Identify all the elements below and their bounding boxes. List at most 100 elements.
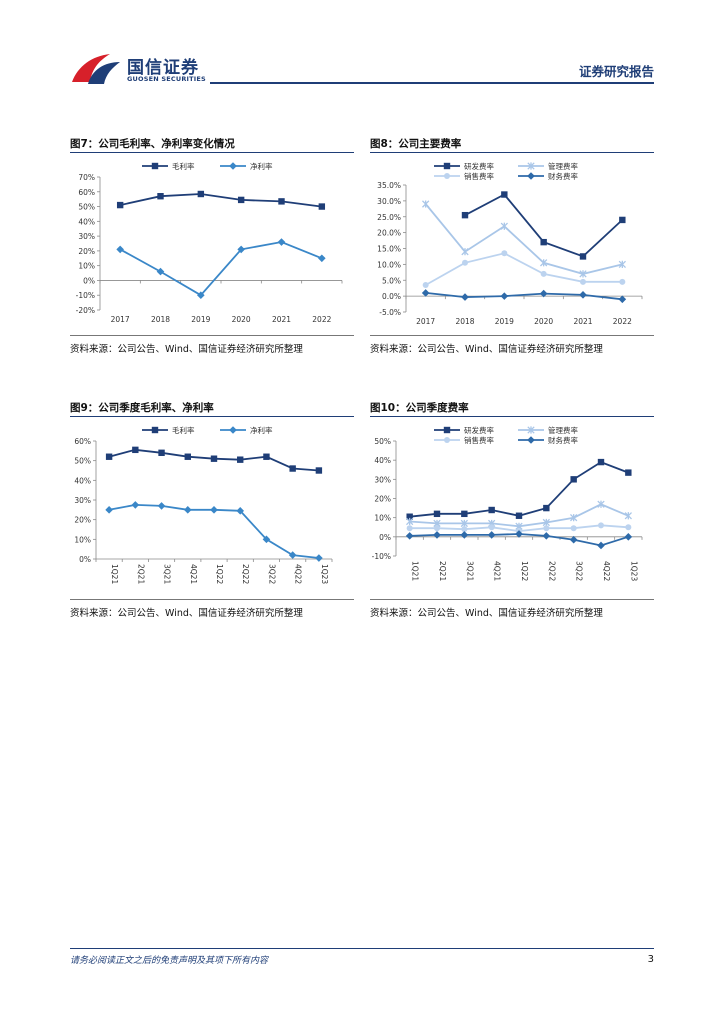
chart4-x-tick-label: 1Q22 (520, 561, 529, 581)
chart4-legend-item: 财务费率 (518, 435, 578, 445)
chart3-y-tick-label: 40% (74, 476, 91, 485)
figure-9-bottom-rule (70, 599, 354, 600)
chart3-x-tick-label: 3Q21 (163, 564, 172, 584)
figure-10-bottom-rule (370, 599, 654, 600)
chart3-legend-marker (229, 426, 237, 434)
chart4-legend-marker (443, 426, 451, 434)
chart4-data-point (406, 525, 413, 532)
chart2-legend-label: 管理费率 (548, 161, 578, 171)
chart3-data-point (132, 446, 139, 454)
chart2-data-point (501, 191, 508, 198)
figure-7-title: 图7：公司毛利率、净利率变化情况 (70, 138, 235, 150)
chart4-data-point (433, 510, 441, 518)
chart1-y-tick-label: -20% (76, 306, 95, 315)
chart1-data-point (318, 254, 326, 263)
chart2-y-tick-label: 0.0% (382, 292, 401, 301)
chart2-data-point (540, 238, 547, 246)
chart4-data-point (461, 526, 468, 533)
chart2-y-tick-label: 10.0% (377, 260, 401, 269)
figure-10-source: 资料来源：公司公告、Wind、国信证券经济研究所整理 (370, 608, 603, 619)
chart4-y-tick-label: 50% (374, 437, 391, 446)
chart1-data-point (277, 238, 286, 246)
chart2-series-line (425, 292, 623, 301)
chart4-data-point (570, 476, 577, 483)
chart3-data-point (289, 465, 296, 472)
chart2-data-point (462, 259, 468, 266)
chart1-series-1 (116, 190, 326, 210)
chart3-data-point (315, 467, 323, 474)
figure-8-title: 图8：公司主要费率 (370, 138, 462, 150)
chart2-data-point (540, 259, 548, 267)
figure-10-top-rule (370, 416, 654, 417)
chart4-data-point (406, 517, 414, 526)
chart2-x-tick-label: 2019 (495, 317, 514, 326)
chart4-data-point (405, 532, 414, 540)
chart3-x-tick-label: 1Q22 (215, 564, 224, 584)
chart3-legend-item: 毛利率 (142, 425, 195, 435)
figure-10-chart: -10% 0% 10% 20% 30% 40% 50% 1Q21 2Q21 3Q21 4Q21 1Q2… (372, 425, 643, 581)
chart4-data-point (570, 525, 577, 532)
chart2-series-3 (422, 250, 626, 289)
chart4-data-point (598, 522, 604, 529)
chart4-data-point (434, 525, 440, 532)
figure-9-title: 图9：公司季度毛利率、净利率 (70, 402, 214, 414)
chart4-x-tick-label: 1Q23 (629, 561, 638, 581)
chart1-legend-marker (151, 162, 159, 170)
chart2-data-point (461, 211, 469, 219)
chart4-data-point (570, 514, 578, 522)
chart3-x-tick-label: 1Q23 (320, 564, 329, 584)
chart1-x-tick-label: 2019 (191, 315, 210, 324)
chart3-series-2 (105, 501, 323, 562)
chart2-data-point (579, 270, 587, 278)
chart4-series-1 (406, 458, 632, 520)
chart4-data-point (488, 524, 495, 531)
chart4-data-point (569, 535, 578, 544)
chart3-data-point (158, 449, 165, 456)
chart2-data-point (421, 289, 430, 297)
chart2-data-point (500, 222, 508, 230)
chart4-data-point (543, 525, 550, 532)
chart2-y-tick-label: 5.0% (382, 276, 401, 285)
chart2-data-point (461, 293, 469, 301)
chart4-legend-item: 管理费率 (518, 425, 578, 435)
chart3-x-tick-label: 2Q22 (241, 564, 250, 584)
header-rule (210, 82, 654, 84)
chart1-legend-label: 净利率 (250, 161, 273, 171)
chart3-data-point (184, 453, 191, 460)
chart4-legend-label: 财务费率 (548, 435, 578, 445)
chart1-data-point (237, 196, 245, 204)
chart3-data-point (105, 453, 113, 460)
chart4-x-tick-label: 3Q22 (575, 561, 584, 581)
chart2-data-point (618, 295, 627, 304)
figure-7-source: 资料来源：公司公告、Wind、国信证券经济研究所整理 (70, 344, 303, 355)
chart4-data-point (460, 531, 469, 539)
chart3-y-tick-label: 20% (74, 516, 91, 525)
chart4-data-point (433, 531, 441, 539)
chart1-legend-item: 净利率 (220, 161, 273, 171)
chart3-x-tick-label: 4Q21 (189, 564, 198, 584)
chart2-series-1 (461, 191, 626, 260)
chart4-data-point (488, 506, 495, 514)
guosen-logo-icon (72, 54, 120, 84)
chart3-x-tick-label: 3Q22 (267, 564, 276, 584)
chart4-data-point (597, 458, 605, 466)
chart3-data-point (315, 554, 323, 562)
chart1-data-point (197, 190, 205, 198)
chart2-data-point (618, 260, 626, 269)
chart1-legend-item: 毛利率 (142, 161, 195, 171)
chart4-y-tick-label: -10% (372, 552, 391, 561)
chart3-y-tick-label: 10% (74, 535, 91, 544)
chart4-y-tick-label: 0% (379, 533, 391, 542)
logo-name-en: GUOSEN SECURITIES (127, 75, 206, 83)
chart1-x-tick-label: 2020 (232, 315, 251, 324)
chart4-data-point (625, 469, 632, 476)
chart4-legend-label: 管理费率 (548, 425, 578, 435)
figure-7-top-rule (70, 152, 354, 153)
chart1-y-tick-label: 0% (83, 276, 95, 285)
chart3-data-point (105, 506, 113, 514)
chart1-legend-label: 毛利率 (172, 161, 195, 171)
chart4-data-point (597, 541, 605, 550)
chart4-y-tick-label: 40% (374, 456, 391, 465)
chart3-y-tick-label: 50% (74, 457, 91, 466)
